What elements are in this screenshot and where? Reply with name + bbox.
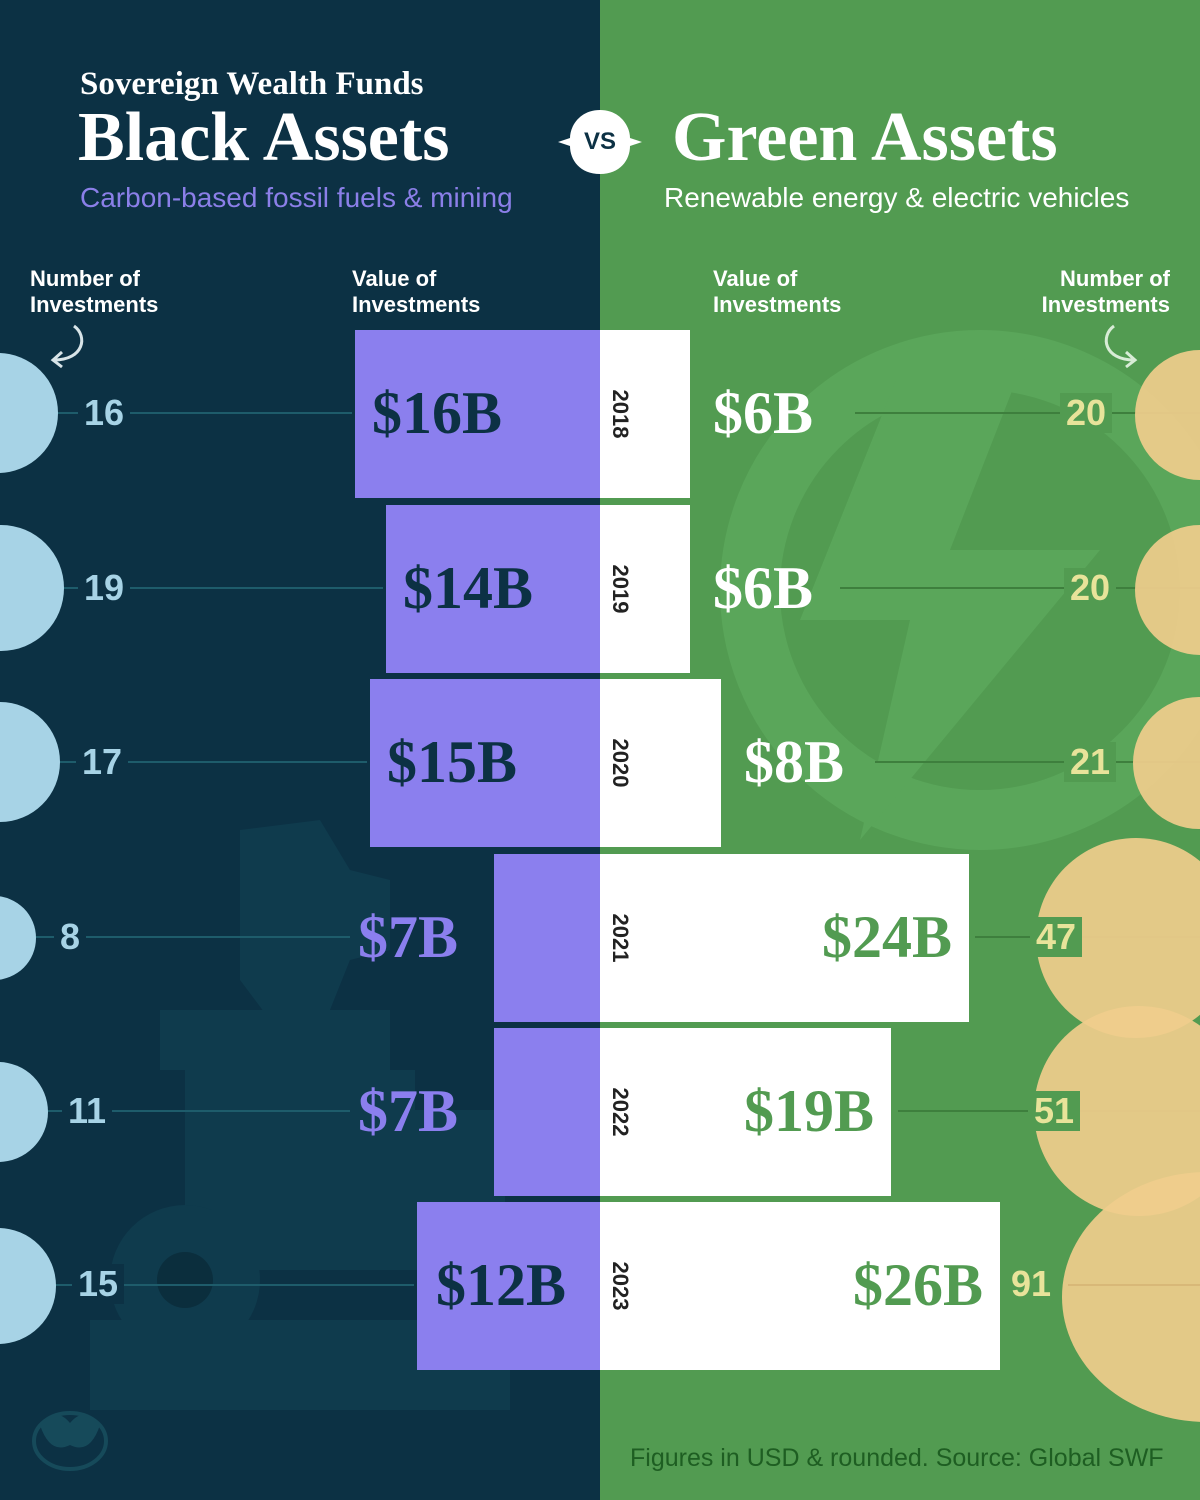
green-value: $24B <box>821 904 952 970</box>
green-assets-subtitle: Renewable energy & electric vehicles <box>664 182 1130 213</box>
connector-line <box>875 761 1200 763</box>
green-count: 21 <box>1064 742 1117 782</box>
curved-arrow-right-icon <box>1104 324 1138 369</box>
right-count-header: Number of Investments <box>1042 266 1170 318</box>
logo-icon <box>32 1411 108 1471</box>
black-assets-title: Black Assets <box>78 99 450 176</box>
connector-line <box>1068 1284 1200 1286</box>
green-count: 20 <box>1060 393 1113 433</box>
year-text: 2022 <box>608 1087 633 1137</box>
green-value-bar <box>600 854 969 1022</box>
connector-line <box>0 412 352 414</box>
curved-arrow-left-icon <box>50 324 84 369</box>
year-label: 2021 <box>600 854 640 1022</box>
year-label: 2018 <box>600 330 640 498</box>
lightning-bolt-icon <box>720 330 1200 850</box>
black-value: $14B <box>403 555 534 621</box>
black-count: 19 <box>78 568 131 608</box>
vs-badge-shape-icon <box>558 110 642 174</box>
right-count-header-line1: Number of <box>1060 266 1170 291</box>
vs-label: VS <box>583 128 616 155</box>
black-value-bar <box>386 505 600 673</box>
connector-line <box>0 936 350 938</box>
connector-line <box>0 1284 414 1286</box>
green-value: $8B <box>744 729 845 795</box>
green-value: $6B <box>713 380 814 446</box>
green-value: $19B <box>743 1078 874 1144</box>
left-count-header-line2: Investments <box>30 292 159 317</box>
green-count: 47 <box>1030 917 1083 957</box>
connector-line <box>0 761 367 763</box>
green-value-bar <box>600 1202 1000 1370</box>
green-count: 91 <box>1011 1263 1052 1304</box>
right-value-header: Value of Investments <box>713 266 841 318</box>
connector-line <box>0 1110 350 1112</box>
green-value: $26B <box>852 1252 983 1318</box>
source-note: Figures in USD & rounded. Source: Global… <box>630 1444 1164 1472</box>
year-label: 2020 <box>600 679 640 847</box>
kicker-title: Sovereign Wealth Funds <box>80 66 424 102</box>
year-text: 2018 <box>608 389 633 439</box>
black-value: $7B <box>358 1078 459 1144</box>
year-text: 2019 <box>608 564 633 614</box>
left-value-header: Value of Investments <box>352 266 480 318</box>
black-value-bar <box>370 679 600 847</box>
green-value-bar <box>600 1028 891 1196</box>
black-count: 11 <box>62 1091 113 1131</box>
black-count: 17 <box>76 742 129 782</box>
green-value-bar <box>600 505 690 673</box>
connector-line <box>0 587 383 589</box>
black-value: $15B <box>387 729 518 795</box>
black-value: $12B <box>436 1252 567 1318</box>
left-count-header-line1: Number of <box>30 266 140 291</box>
black-count: 16 <box>78 393 131 433</box>
year-label: 2019 <box>600 505 640 673</box>
green-count: 20 <box>1064 568 1117 608</box>
black-count: 8 <box>54 917 87 957</box>
year-text: 2023 <box>608 1261 633 1311</box>
right-count-header-line2: Investments <box>1041 292 1170 317</box>
black-value-bar <box>355 330 600 498</box>
year-text: 2020 <box>608 738 633 788</box>
black-value-bar <box>494 854 600 1022</box>
vs-badge: VS <box>558 108 642 176</box>
green-value-bar <box>600 679 721 847</box>
connector-line <box>840 587 1200 589</box>
green-assets-title: Green Assets <box>672 99 1058 176</box>
black-value-bar <box>417 1202 600 1370</box>
connector-line <box>855 412 1200 414</box>
left-value-header-line2: Investments <box>352 292 481 317</box>
left-count-header: Number of Investments <box>30 266 158 318</box>
black-value: $16B <box>372 380 503 446</box>
black-value-bar <box>494 1028 600 1196</box>
year-label: 2022 <box>600 1028 640 1196</box>
green-count: 51 <box>1028 1091 1081 1131</box>
right-value-header-line2: Investments <box>713 292 842 317</box>
year-text: 2021 <box>608 913 633 963</box>
year-label: 2023 <box>600 1202 640 1370</box>
green-value-bar <box>600 330 690 498</box>
black-count: 15 <box>72 1264 125 1304</box>
right-value-header-line1: Value of <box>713 266 798 291</box>
left-value-header-line1: Value of <box>352 266 437 291</box>
black-assets-subtitle: Carbon-based fossil fuels & mining <box>80 182 513 213</box>
green-value: $6B <box>713 555 814 621</box>
black-value: $7B <box>358 904 459 970</box>
